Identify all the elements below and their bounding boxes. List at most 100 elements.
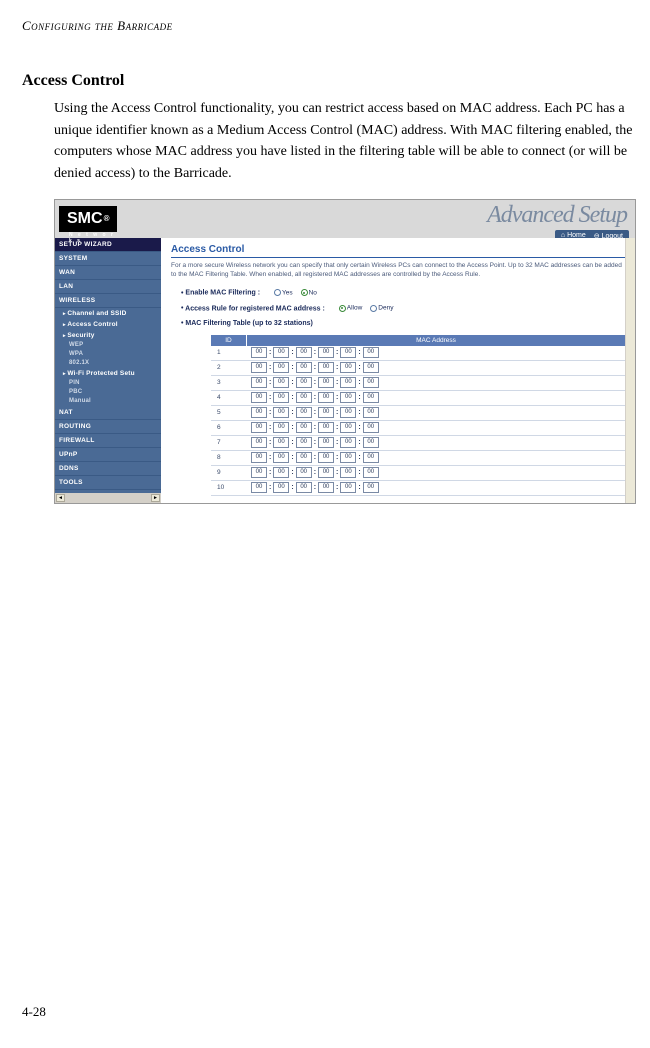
content-scrollbar[interactable] [625,238,635,503]
mac-octet-input[interactable]: 00 [340,377,356,388]
mac-octet-input[interactable]: 00 [251,347,267,358]
radio-yes[interactable] [274,289,281,296]
mac-octet-input[interactable]: 00 [318,347,334,358]
mac-separator: : [335,379,339,386]
mac-octet-input[interactable]: 00 [273,437,289,448]
scroll-right-icon[interactable]: ► [151,494,160,502]
mac-octet-input[interactable]: 00 [251,407,267,418]
panel-title: Access Control [171,244,625,258]
mac-octet-input[interactable]: 00 [296,422,312,433]
mac-octet-input[interactable]: 00 [363,467,379,478]
mac-octet-input[interactable]: 00 [363,347,379,358]
mac-octet-input[interactable]: 00 [273,422,289,433]
nav-lan[interactable]: LAN [55,280,161,294]
mac-octet-input[interactable]: 00 [296,407,312,418]
mac-separator: : [357,379,361,386]
mac-octet-input[interactable]: 00 [340,392,356,403]
mac-octet-input[interactable]: 00 [363,422,379,433]
nav-wireless[interactable]: WIRELESS [55,294,161,308]
nav-channel-ssid[interactable]: Channel and SSID [55,308,161,319]
mac-octet-input[interactable]: 00 [363,362,379,373]
mac-octet-input[interactable]: 00 [251,437,267,448]
mac-separator: : [335,349,339,356]
mac-octet-input[interactable]: 00 [296,437,312,448]
mac-octet-input[interactable]: 00 [273,392,289,403]
nav-pin[interactable]: PIN [55,379,161,388]
mac-octet-input[interactable]: 00 [363,482,379,493]
mac-octet-input[interactable]: 00 [363,452,379,463]
mac-octet-input[interactable]: 00 [273,362,289,373]
mac-octet-input[interactable]: 00 [251,452,267,463]
nav-8021x[interactable]: 802.1X [55,359,161,368]
mac-octet-input[interactable]: 00 [340,482,356,493]
mac-octet-input[interactable]: 00 [273,407,289,418]
mac-octet-input[interactable]: 00 [363,377,379,388]
radio-deny[interactable] [370,305,377,312]
nav-security[interactable]: Security [55,330,161,341]
mac-octet-input[interactable]: 00 [273,482,289,493]
radio-no[interactable] [301,289,308,296]
nav-nat[interactable]: NAT [55,406,161,420]
nav-ddns[interactable]: DDNS [55,462,161,476]
mac-octet-input[interactable]: 00 [340,407,356,418]
mac-octet-input[interactable]: 00 [273,467,289,478]
mac-octet-input[interactable]: 00 [251,482,267,493]
nav-wpa[interactable]: WPA [55,350,161,359]
mac-separator: : [290,394,294,401]
nav-firewall[interactable]: FIREWALL [55,434,161,448]
nav-routing[interactable]: ROUTING [55,420,161,434]
mac-octet-input[interactable]: 00 [340,347,356,358]
mac-octet-input[interactable]: 00 [318,422,334,433]
mac-octet-input[interactable]: 00 [318,467,334,478]
mac-octet-input[interactable]: 00 [340,437,356,448]
mac-octet-input[interactable]: 00 [296,377,312,388]
mac-separator: : [268,349,272,356]
nav-wps[interactable]: Wi-Fi Protected Setu [55,368,161,379]
mac-octet-input[interactable]: 00 [251,422,267,433]
mac-octet-input[interactable]: 00 [296,362,312,373]
nav-wep[interactable]: WEP [55,341,161,350]
mac-octet-input[interactable]: 00 [251,467,267,478]
mac-octet-input[interactable]: 00 [273,377,289,388]
sidebar-scrollbar[interactable]: ◄ ► [55,493,161,503]
mac-octet-input[interactable]: 00 [296,392,312,403]
mac-octet-input[interactable]: 00 [296,467,312,478]
mac-octet-input[interactable]: 00 [318,392,334,403]
mac-octet-input[interactable]: 00 [340,422,356,433]
mac-octet-input[interactable]: 00 [340,362,356,373]
mac-separator: : [313,394,317,401]
mac-octet-input[interactable]: 00 [251,362,267,373]
mac-octet-input[interactable]: 00 [363,437,379,448]
mac-octet-input[interactable]: 00 [251,392,267,403]
mac-separator: : [357,364,361,371]
mac-octet-input[interactable]: 00 [296,347,312,358]
mac-octet-input[interactable]: 00 [273,452,289,463]
radio-allow[interactable] [339,305,346,312]
nav-pbc[interactable]: PBC [55,388,161,397]
table-row: 600:00:00:00:00:00 [211,421,625,436]
mac-octet-input[interactable]: 00 [363,407,379,418]
mac-octet-input[interactable]: 00 [318,437,334,448]
nav-upnp[interactable]: UPnP [55,448,161,462]
scroll-left-icon[interactable]: ◄ [56,494,65,502]
mac-octet-input[interactable]: 00 [340,452,356,463]
nav-manual[interactable]: Manual [55,397,161,406]
mac-octet-input[interactable]: 00 [318,452,334,463]
mac-octet-input[interactable]: 00 [296,482,312,493]
mac-octet-input[interactable]: 00 [318,362,334,373]
nav-access-control[interactable]: Access Control [55,319,161,330]
nav-system[interactable]: SYSTEM [55,252,161,266]
nav-tools[interactable]: TOOLS [55,476,161,490]
banner-title: Advanced Setup [487,202,627,229]
mac-octet-input[interactable]: 00 [363,392,379,403]
table-row: 100:00:00:00:00:00 [211,346,625,361]
nav-wan[interactable]: WAN [55,266,161,280]
mac-octet-input[interactable]: 00 [318,377,334,388]
mac-octet-input[interactable]: 00 [251,377,267,388]
row-mac: 00:00:00:00:00:00 [247,377,625,388]
mac-octet-input[interactable]: 00 [296,452,312,463]
mac-octet-input[interactable]: 00 [273,347,289,358]
mac-octet-input[interactable]: 00 [318,482,334,493]
mac-octet-input[interactable]: 00 [318,407,334,418]
mac-octet-input[interactable]: 00 [340,467,356,478]
